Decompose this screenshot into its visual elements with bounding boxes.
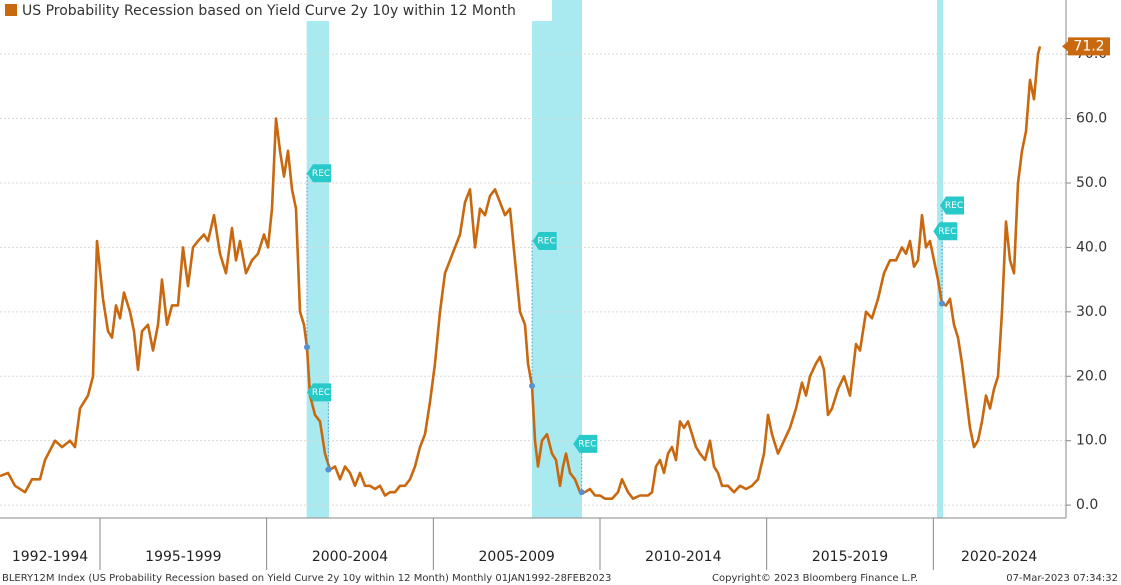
last-value-box xyxy=(1068,37,1110,56)
event-tag xyxy=(532,231,557,250)
event-tag xyxy=(940,196,964,215)
event-dot xyxy=(304,344,310,351)
event-dot xyxy=(578,489,585,496)
y-tick-label: 30.0 xyxy=(1076,304,1107,320)
legend-swatch xyxy=(5,4,17,16)
axes: 0.010.020.030.040.050.060.070.01992-1994… xyxy=(0,0,1107,570)
period-label: 2015-2019 xyxy=(812,549,888,565)
y-tick-label: 20.0 xyxy=(1076,368,1107,384)
event-label: REC xyxy=(538,236,556,246)
event-label: REC xyxy=(578,439,596,449)
event-tag xyxy=(573,434,598,453)
event-label: REC xyxy=(312,388,330,398)
y-tick-label: 0.0 xyxy=(1076,497,1098,513)
event-label: REC xyxy=(938,227,956,237)
period-label: 1992-1994 xyxy=(12,549,88,565)
last-value-label: 71.2 xyxy=(1073,38,1104,54)
footer-right: 07-Mar-2023 07:34:32 xyxy=(1006,573,1118,584)
period-label: 2010-2014 xyxy=(645,549,721,565)
footer-center: Copyright© 2023 Bloomberg Finance L.P. xyxy=(712,573,918,584)
last-value-arrow xyxy=(1062,41,1068,52)
period-label: 1995-1999 xyxy=(145,549,221,565)
event-dot xyxy=(529,382,535,389)
event-dot xyxy=(325,466,332,473)
event-dot xyxy=(939,300,945,307)
footer-left: BLERY12M Index (US Probability Recession… xyxy=(2,573,611,584)
event-leader xyxy=(531,240,533,386)
event-tag xyxy=(933,222,958,241)
period-label: 2000-2004 xyxy=(312,549,388,565)
event-tag xyxy=(307,383,331,402)
y-tick-label: 10.0 xyxy=(1076,433,1107,449)
y-tick-label: 60.0 xyxy=(1076,111,1107,127)
event-label: REC xyxy=(312,169,330,179)
event-tag xyxy=(307,164,331,183)
period-label: 2020-2024 xyxy=(961,549,1037,565)
period-label: 2005-2009 xyxy=(479,549,555,565)
event-label: REC xyxy=(945,201,963,211)
series-line xyxy=(0,46,1042,500)
recession-band xyxy=(532,0,582,518)
legend-text: US Probability Recession based on Yield … xyxy=(22,3,516,19)
y-tick-label: 40.0 xyxy=(1076,239,1107,255)
y-tick-label: 50.0 xyxy=(1076,175,1107,191)
legend-box xyxy=(0,0,552,21)
recession-band xyxy=(937,0,943,518)
